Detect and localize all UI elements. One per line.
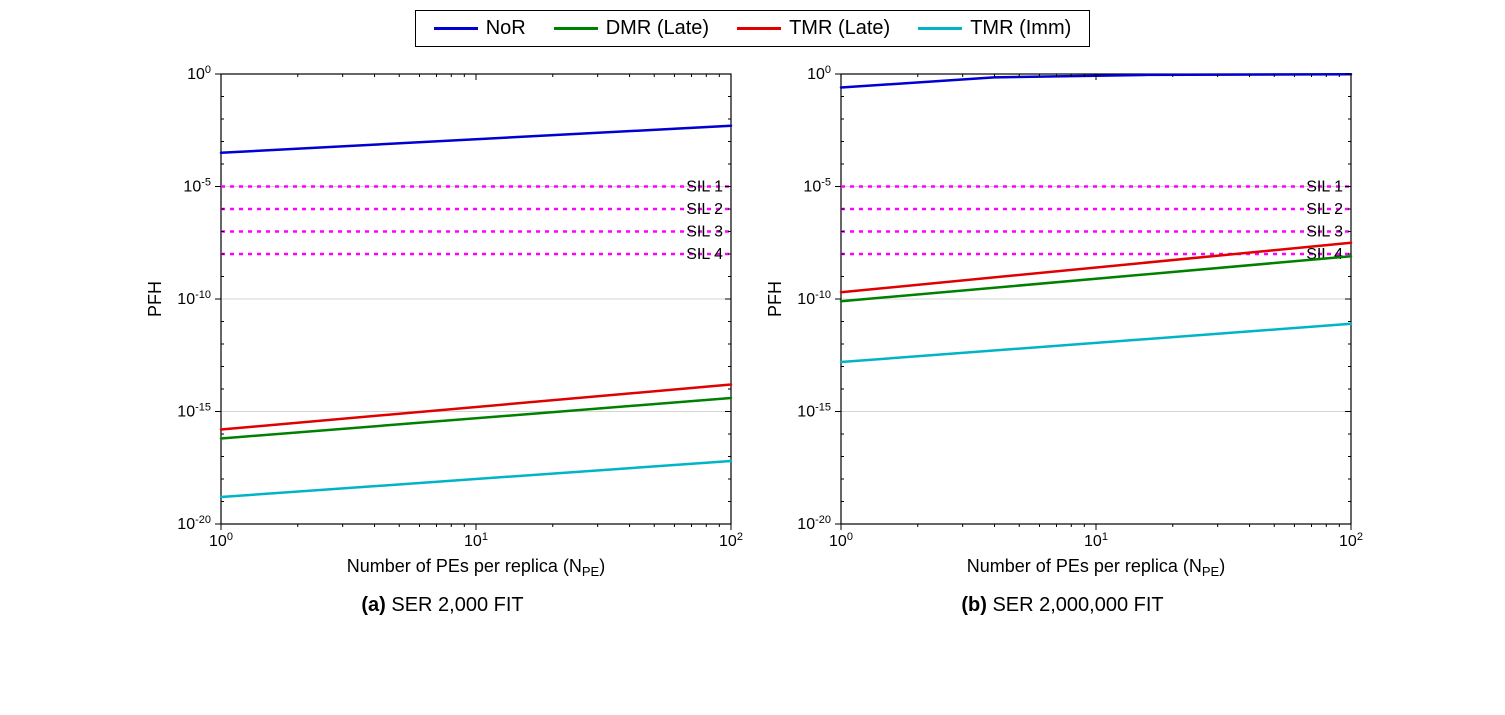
legend-swatch [434,27,478,30]
svg-text:10-15: 10-15 [177,402,211,421]
series-line [221,385,731,430]
chart-panels: SIL 1 SIL 2 SIL 3 SIL 4 100 101 102 10-20 10-15 1… [10,62,1495,617]
svg-text:10-5: 10-5 [803,177,831,196]
legend-item: NoR [434,17,526,40]
sil-label: SIL 2 [1306,201,1343,218]
svg-text:10-15: 10-15 [797,402,831,421]
svg-text:10-10: 10-10 [797,289,831,308]
series-line [841,324,1351,362]
legend-swatch [918,27,962,30]
series-line [221,398,731,439]
legend-swatch [737,27,781,30]
x-axis-label: Number of PEs per replica (NPE) [346,556,604,579]
legend-label: DMR (Late) [606,17,709,40]
svg-text:10-20: 10-20 [177,514,211,533]
svg-text:100: 100 [829,531,853,550]
sil-label: SIL 4 [686,246,723,263]
svg-text:100: 100 [187,64,211,83]
svg-text:100: 100 [209,531,233,550]
y-axis-label: PFH [765,281,785,317]
svg-text:101: 101 [1084,531,1108,550]
sil-label: SIL 1 [686,179,723,196]
svg-text:10-5: 10-5 [183,177,211,196]
svg-text:100: 100 [807,64,831,83]
chart-svg: SIL 1SIL 2SIL 3SIL 410010110210-2010-151… [763,62,1363,582]
sil-label: SIL 3 [1306,224,1343,241]
svg-text:102: 102 [1339,531,1363,550]
sil-label: SIL 1 [1306,179,1343,196]
series-line [221,461,731,497]
legend-item: TMR (Late) [737,17,890,40]
svg-text:10-10: 10-10 [177,289,211,308]
sil-label: SIL 3 [686,224,723,241]
svg-text:10-20: 10-20 [797,514,831,533]
y-axis-label: PFH [145,281,165,317]
svg-text:101: 101 [464,531,488,550]
svg-text:102: 102 [719,531,743,550]
legend-label: NoR [486,17,526,40]
sil-label: SIL 2 [686,201,723,218]
legend-label: TMR (Late) [789,17,890,40]
panel-caption: (b) SER 2,000,000 FIT [961,594,1163,617]
panel-b: SIL 1SIL 2SIL 3SIL 410010110210-2010-151… [763,62,1363,617]
x-axis-label: Number of PEs per replica (NPE) [966,556,1224,579]
series-line [841,256,1351,301]
panel-a: SIL 1 SIL 2 SIL 3 SIL 4 100 101 102 10-20 10-15 1… [143,62,743,617]
legend-item: DMR (Late) [554,17,709,40]
legend-swatch [554,27,598,30]
panel-caption: (a) SER 2,000 FIT [361,594,523,617]
chart-svg: SIL 1 SIL 2 SIL 3 SIL 4 100 101 102 10-20 10-15 1… [143,62,743,582]
series-line [841,243,1351,293]
series-line [221,126,731,153]
legend-label: TMR (Imm) [970,17,1071,40]
legend-item: TMR (Imm) [918,17,1071,40]
legend: NoR DMR (Late) TMR (Late) TMR (Imm) [415,10,1091,47]
